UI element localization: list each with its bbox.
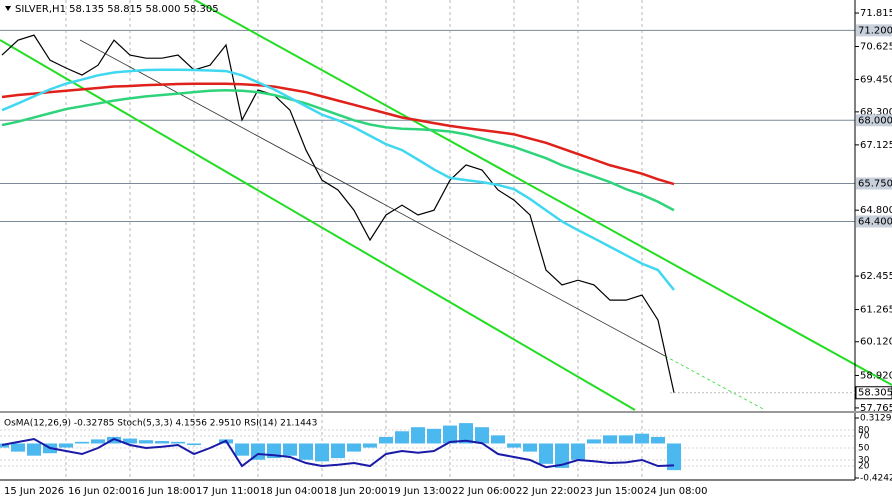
osma-bar bbox=[667, 443, 681, 471]
level-box bbox=[856, 215, 892, 228]
osma-bar bbox=[379, 436, 393, 444]
osma-bar bbox=[651, 436, 665, 444]
x-tick-label: 22 Jun 06:00 bbox=[452, 486, 516, 497]
osma-bar bbox=[635, 433, 649, 444]
y-tick-label: 61.265 bbox=[860, 305, 892, 316]
osma-bar bbox=[459, 423, 473, 444]
x-tick-label: 18 Jun 20:00 bbox=[324, 486, 388, 497]
osma-bar bbox=[139, 440, 153, 444]
y-tick-label: 69.450 bbox=[860, 75, 892, 86]
marks bbox=[0, 34, 681, 471]
osma-bar bbox=[587, 439, 601, 444]
osma-bar bbox=[619, 435, 633, 444]
osma-bar bbox=[59, 443, 73, 448]
y2-tick-label: 50 bbox=[858, 444, 870, 454]
osma-bar bbox=[539, 443, 553, 464]
y-tick-label: 67.125 bbox=[860, 140, 892, 151]
osma-bar bbox=[475, 427, 489, 444]
rsi-line bbox=[1, 437, 675, 469]
osma-bar bbox=[571, 443, 585, 460]
level-label: 65.750 bbox=[858, 179, 892, 190]
osma-bar bbox=[555, 443, 569, 468]
y-tick-label: 58.920 bbox=[860, 370, 892, 381]
menu-arrow[interactable] bbox=[5, 6, 11, 11]
y-tick-label: 71.815 bbox=[860, 8, 892, 19]
osma-bar bbox=[443, 425, 457, 444]
osma-bar bbox=[91, 439, 105, 444]
osma-bar bbox=[283, 443, 297, 456]
osma-bar bbox=[603, 435, 617, 444]
osma-bar bbox=[11, 443, 25, 452]
level-label: 71.200 bbox=[858, 25, 892, 36]
y-tick-label: 70.625 bbox=[860, 42, 892, 53]
moving-average bbox=[1, 68, 675, 291]
x-tick-label: 15 Jun 2026 bbox=[4, 486, 64, 497]
y2-tick-label: 20 bbox=[858, 462, 870, 472]
x-tick-label: 16 Jun 02:00 bbox=[68, 486, 132, 497]
x-tick-label: 22 Jun 22:00 bbox=[516, 486, 580, 497]
y-tick-label: 64.800 bbox=[860, 205, 892, 216]
grid bbox=[0, 0, 855, 480]
osma-bar bbox=[235, 443, 249, 456]
osma-bar bbox=[347, 443, 361, 452]
osma-bar bbox=[395, 431, 409, 444]
osma-bar bbox=[331, 443, 345, 459]
x-tick-label: 18 Jun 04:00 bbox=[260, 486, 324, 497]
indicator-title: OsMA(12,26,9) -0.32785 Stoch(5,3,3) 4.15… bbox=[4, 419, 317, 429]
moving-average bbox=[1, 88, 675, 212]
osma-bar bbox=[107, 436, 121, 444]
osma-bar bbox=[523, 443, 537, 452]
level-box bbox=[856, 114, 892, 127]
channel-upper bbox=[194, 0, 892, 386]
osma-bar bbox=[507, 443, 521, 448]
osma-bar bbox=[155, 441, 169, 444]
y-tick-label: 0.31293 bbox=[860, 414, 892, 424]
price-line bbox=[1, 34, 675, 393]
osma-bar bbox=[123, 438, 137, 444]
y-tick-label: 62.455 bbox=[860, 271, 892, 282]
last-price-label: 58.305 bbox=[858, 388, 892, 399]
channel-mid-ext bbox=[664, 355, 766, 411]
y2-tick-label: 70 bbox=[858, 432, 870, 442]
y2-tick-label: 30 bbox=[858, 456, 870, 466]
y-tick-label: 68.300 bbox=[860, 107, 892, 118]
x-tick-label: 23 Jun 15:00 bbox=[580, 486, 644, 497]
y-tick-label: 60.120 bbox=[860, 337, 892, 348]
chart-title: SILVER,H1 58.135 58.815 58.000 58.305 bbox=[15, 4, 219, 15]
osma-bar bbox=[363, 443, 377, 448]
level-box bbox=[856, 177, 892, 190]
y-tick-label: 57.765 bbox=[860, 403, 892, 414]
x-tick-label: 17 Jun 11:00 bbox=[196, 486, 260, 497]
y-tick-label: -0.42422 bbox=[860, 474, 892, 484]
osma-bar bbox=[491, 435, 505, 444]
level-box bbox=[856, 24, 892, 37]
osma-bar bbox=[315, 443, 329, 462]
osma-bar bbox=[27, 443, 41, 456]
osma-bar bbox=[75, 441, 89, 444]
moving-average bbox=[1, 82, 675, 186]
x-tick-label: 16 Jun 18:00 bbox=[132, 486, 196, 497]
level-label: 64.400 bbox=[858, 216, 892, 227]
last-price-box bbox=[855, 386, 892, 400]
osma-bar bbox=[411, 427, 425, 444]
level-label: 68.000 bbox=[858, 115, 892, 126]
osma-bar bbox=[299, 443, 313, 460]
y2-tick-label: 80 bbox=[858, 426, 870, 436]
x-tick-label: 24 Jun 08:00 bbox=[644, 486, 708, 497]
osma-bar bbox=[427, 428, 441, 444]
osma-bar bbox=[171, 441, 185, 444]
osma-bar bbox=[187, 443, 201, 446]
x-tick-label: 19 Jun 13:00 bbox=[388, 486, 452, 497]
